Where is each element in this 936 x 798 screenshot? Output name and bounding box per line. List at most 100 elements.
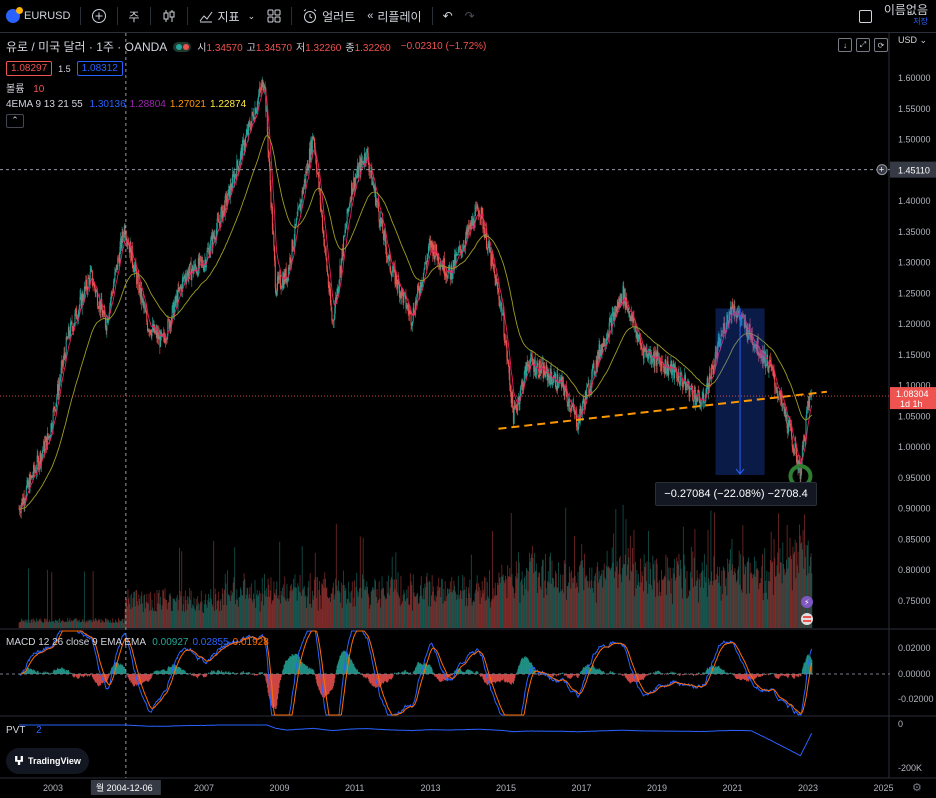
volume-value: 10	[33, 84, 44, 95]
divider	[291, 7, 292, 25]
collapse-legend-button[interactable]: ⌃	[6, 114, 24, 128]
candle-body	[617, 307, 618, 312]
chart-svg[interactable]: 1.600001.550001.500001.450001.400001.350…	[0, 33, 936, 795]
candle-body	[777, 390, 778, 395]
candle-body	[439, 264, 440, 265]
macd-histogram-bar	[249, 673, 250, 674]
candle-body	[392, 273, 393, 277]
candle-body	[280, 275, 281, 288]
indicators-button[interactable]: 지표 ⌄	[192, 0, 262, 32]
candle-body	[343, 236, 344, 256]
macd-value: 0.00927	[152, 637, 188, 648]
candle-body	[59, 381, 60, 384]
macd-histogram-bar	[71, 673, 72, 674]
bid-button[interactable]: 1.08297	[6, 61, 52, 76]
candle-body	[546, 365, 547, 369]
flash-icon: ⚡	[804, 598, 810, 607]
templates-button[interactable]	[261, 0, 287, 32]
ema-label: 4EMA 9 13 21 55	[6, 99, 83, 110]
tradingview-logo[interactable]: ⵖ TradingView	[6, 748, 89, 774]
candle-body	[111, 293, 112, 301]
candle-body	[134, 267, 135, 273]
candle-body	[705, 402, 706, 403]
candle-body	[806, 410, 807, 418]
candle-body	[593, 363, 594, 374]
candle-body	[638, 339, 639, 342]
candle-body	[215, 236, 216, 239]
pane-maximize-button[interactable]: ⤢	[856, 38, 870, 52]
account-name: 이름없음	[884, 4, 928, 16]
price-tick-label: 1.35000	[898, 227, 931, 237]
compare-button[interactable]	[85, 0, 113, 32]
macd-histogram-bar	[665, 673, 666, 674]
candle-body	[376, 200, 377, 201]
candle-body	[385, 236, 386, 247]
pane-down-button[interactable]: ↓	[838, 38, 852, 52]
pane-settings-button[interactable]: ⟳	[874, 38, 888, 52]
volume-bar	[28, 568, 29, 628]
account-menu[interactable]: 이름없음 저장	[878, 0, 936, 32]
candle-body	[807, 406, 808, 409]
candle-body	[710, 373, 711, 379]
macd-histogram-bar	[237, 673, 238, 674]
redo-button[interactable]: ↷	[459, 0, 481, 32]
ask-button[interactable]: 1.08312	[77, 61, 123, 76]
candle-body	[732, 302, 733, 309]
candle-body	[406, 308, 407, 309]
macd-histogram-bar	[701, 674, 702, 675]
candle-body	[528, 364, 529, 367]
candle-body	[82, 294, 83, 300]
candle-body	[137, 276, 138, 284]
candle-body	[497, 282, 498, 289]
candles	[19, 77, 813, 519]
settings-gear-icon: ⚙	[912, 782, 922, 794]
candle-body	[269, 159, 270, 167]
candle-body	[185, 275, 186, 278]
layout-checkbox[interactable]	[853, 0, 878, 32]
chart-area[interactable]: 1.600001.550001.500001.450001.400001.350…	[0, 33, 936, 795]
last-price-label: 1.08304	[896, 389, 929, 399]
candle-body	[390, 269, 391, 273]
symbol-search-button[interactable]: EURUSD	[0, 0, 76, 32]
candle-body	[689, 389, 690, 396]
macd-histogram-bar	[688, 673, 689, 674]
interval-button[interactable]: 주	[122, 0, 145, 32]
candle-body	[80, 297, 81, 306]
candle-body	[113, 285, 114, 293]
candle-body	[240, 153, 241, 162]
macd-histogram-bar	[334, 674, 335, 678]
candle-body	[800, 474, 801, 479]
macd-histogram-bar	[190, 673, 191, 674]
candle-body	[151, 329, 152, 336]
chart-type-button[interactable]	[155, 0, 183, 32]
candle-body	[378, 202, 379, 211]
candle-body	[355, 180, 356, 190]
candle-body	[201, 257, 202, 261]
time-tick-label: 2025	[874, 783, 894, 793]
candle-body	[531, 354, 532, 357]
pvt-tick-label: -200K	[898, 763, 922, 773]
candle-body	[428, 246, 429, 254]
candle-body	[34, 465, 35, 472]
undo-button[interactable]: ↶	[437, 0, 459, 32]
macd-histogram-bar	[562, 673, 563, 674]
replay-button[interactable]: « 리플레이	[361, 0, 427, 32]
candle-body	[698, 390, 699, 392]
candle-body	[422, 281, 423, 283]
candle-body	[553, 382, 554, 383]
currency-label: USD ⌄	[898, 35, 927, 45]
alert-button[interactable]: 얼러트	[296, 0, 361, 32]
candle-body	[384, 231, 385, 236]
candle-body	[657, 351, 658, 357]
candle-body	[143, 298, 144, 302]
ohlc-label: 종	[345, 43, 354, 54]
candle-body	[293, 247, 294, 250]
candle-body	[217, 219, 218, 229]
candle-body	[321, 210, 322, 215]
candle-body	[469, 227, 470, 231]
candle-body	[668, 368, 669, 375]
candle-body	[268, 132, 269, 151]
candle-body	[559, 380, 560, 386]
candle-body	[487, 244, 488, 250]
